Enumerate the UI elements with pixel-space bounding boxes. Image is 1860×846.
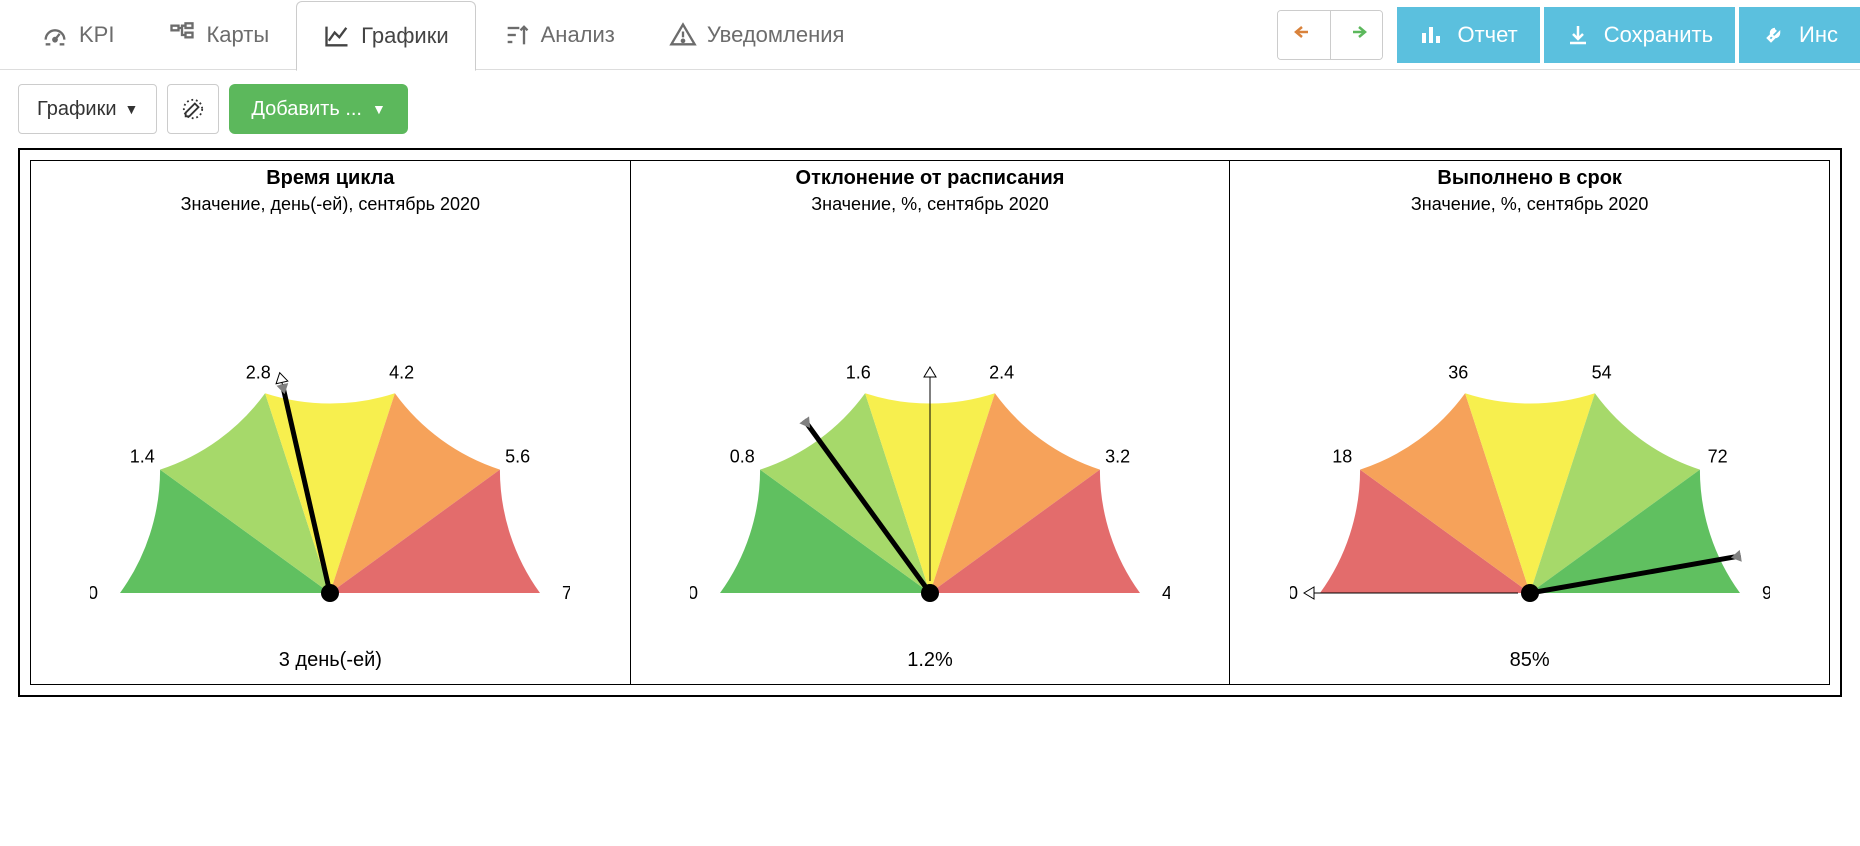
tab-label: Уведомления bbox=[707, 22, 845, 48]
wrench-icon bbox=[1761, 23, 1785, 47]
report-button[interactable]: Отчет bbox=[1397, 7, 1539, 63]
charts-select[interactable]: Графики ▼ bbox=[18, 84, 157, 134]
add-button[interactable]: Добавить ... ▼ bbox=[229, 84, 407, 134]
save-button[interactable]: Сохранить bbox=[1544, 7, 1735, 63]
tab-label: KPI bbox=[79, 22, 114, 48]
gauge-title: Время цикла bbox=[39, 167, 622, 190]
svg-text:4.2: 4.2 bbox=[390, 362, 415, 382]
button-label: Добавить ... bbox=[251, 98, 362, 121]
svg-text:0: 0 bbox=[690, 583, 698, 603]
gauge-value: 1.2% bbox=[639, 649, 1222, 672]
svg-text:0: 0 bbox=[1290, 583, 1298, 603]
svg-text:5.6: 5.6 bbox=[506, 447, 531, 467]
history-nav bbox=[1277, 10, 1383, 60]
tab-maps[interactable]: Карты bbox=[141, 0, 296, 70]
svg-text:18: 18 bbox=[1332, 447, 1352, 467]
charts-toolbar: Графики ▼ Добавить ... ▼ bbox=[0, 70, 1860, 148]
tab-charts[interactable]: Графики bbox=[296, 1, 475, 71]
svg-text:90: 90 bbox=[1762, 583, 1770, 603]
download-icon bbox=[1566, 23, 1590, 47]
tab-label: Анализ bbox=[541, 22, 615, 48]
line-chart-icon bbox=[323, 22, 351, 50]
gauge-value: 85% bbox=[1238, 649, 1821, 672]
redo-button[interactable] bbox=[1330, 11, 1382, 59]
gauge-card-schedule_variance: Отклонение от расписания Значение, %, се… bbox=[631, 160, 1231, 685]
gauge-icon bbox=[41, 21, 69, 49]
tab-kpi[interactable]: KPI bbox=[14, 0, 141, 70]
tools-button[interactable]: Инс bbox=[1739, 7, 1860, 63]
svg-text:36: 36 bbox=[1448, 362, 1468, 382]
action-buttons: Отчет Сохранить Инс bbox=[1397, 7, 1860, 63]
chevron-down-icon: ▼ bbox=[372, 101, 386, 117]
svg-text:1.6: 1.6 bbox=[846, 362, 871, 382]
undo-button[interactable] bbox=[1278, 11, 1330, 59]
gauge-panel: Время цикла Значение, день(-ей), сентябр… bbox=[18, 148, 1842, 697]
select-label: Графики bbox=[37, 98, 117, 121]
svg-text:0: 0 bbox=[90, 583, 98, 603]
svg-text:7: 7 bbox=[562, 583, 570, 603]
gauge-card-on_time: Выполнено в срок Значение, %, сентябрь 2… bbox=[1230, 160, 1830, 685]
chevron-down-icon: ▼ bbox=[125, 101, 139, 117]
tab-label: Карты bbox=[206, 22, 269, 48]
gauge-chart: 0 0.8 1.6 2.4 3.2 4 bbox=[639, 343, 1222, 643]
svg-text:2.4: 2.4 bbox=[989, 362, 1014, 382]
tree-icon bbox=[168, 21, 196, 49]
tab-label: Графики bbox=[361, 23, 448, 49]
top-tabs: KPI Карты Графики Анализ bbox=[0, 0, 1860, 70]
svg-text:3.2: 3.2 bbox=[1105, 447, 1130, 467]
svg-text:4: 4 bbox=[1162, 583, 1170, 603]
gauge-value: 3 день(-ей) bbox=[39, 649, 622, 672]
gauge-title: Отклонение от расписания bbox=[639, 167, 1222, 190]
svg-text:1.4: 1.4 bbox=[130, 447, 155, 467]
gauge-card-cycle_time: Время цикла Значение, день(-ей), сентябр… bbox=[30, 160, 631, 685]
gauge-chart: 0 1.4 2.8 4.2 5.6 7 bbox=[39, 343, 622, 643]
gauge-chart: 0 18 36 54 72 90 bbox=[1238, 343, 1821, 643]
svg-text:0.8: 0.8 bbox=[730, 447, 755, 467]
button-label: Сохранить bbox=[1604, 22, 1713, 48]
sort-icon bbox=[503, 21, 531, 49]
tab-alerts[interactable]: Уведомления bbox=[642, 0, 872, 70]
svg-text:54: 54 bbox=[1591, 362, 1611, 382]
tab-analysis[interactable]: Анализ bbox=[476, 0, 642, 70]
gauge-subtitle: Значение, %, сентябрь 2020 bbox=[639, 194, 1222, 215]
edit-button[interactable] bbox=[167, 84, 219, 134]
gauge-subtitle: Значение, день(-ей), сентябрь 2020 bbox=[39, 194, 622, 215]
svg-text:2.8: 2.8 bbox=[246, 362, 271, 382]
gauge-subtitle: Значение, %, сентябрь 2020 bbox=[1238, 194, 1821, 215]
button-label: Инс bbox=[1799, 22, 1838, 48]
button-label: Отчет bbox=[1457, 22, 1517, 48]
gauge-title: Выполнено в срок bbox=[1238, 167, 1821, 190]
svg-text:72: 72 bbox=[1707, 447, 1727, 467]
bar-chart-icon bbox=[1419, 23, 1443, 47]
alert-icon bbox=[669, 21, 697, 49]
